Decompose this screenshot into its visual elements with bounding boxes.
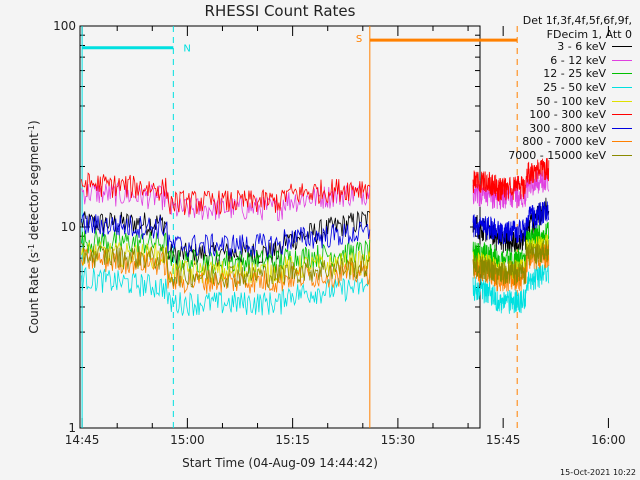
legend-label: 100 - 300 keV [529, 108, 606, 122]
series-line-post [472, 170, 550, 210]
x-tick-label: 16:00 [591, 433, 626, 447]
saa-label: S [356, 34, 362, 45]
legend-header-line-1: Det 1f,3f,4f,5f,6f,9f, [522, 14, 632, 27]
series-line-post [472, 158, 550, 202]
legend-swatch [612, 59, 632, 61]
x-tick-label: 14:45 [65, 433, 100, 447]
legend-swatch [612, 155, 632, 157]
legend-label: 300 - 800 keV [529, 121, 606, 135]
legend-label: 3 - 6 keV [557, 40, 606, 54]
x-axis-label: Start Time (04-Aug-09 14:44:42) [182, 456, 378, 470]
legend-label: 800 - 7000 keV [522, 135, 606, 149]
y-tick-label: 100 [53, 19, 76, 33]
x-tick-label: 15:15 [275, 433, 310, 447]
legend-item: 100 - 300 keV [472, 108, 632, 122]
legend-swatch [612, 127, 632, 129]
y-axis-label: Count Rate (s-1 detector segment-1) [27, 120, 42, 333]
legend-header: Det 1f,3f,4f,5f,6f,9f, FDecim 1, Att 0 [482, 14, 632, 42]
legend-item: 6 - 12 keV [472, 54, 632, 68]
x-tick-label: 15:45 [486, 433, 521, 447]
legend-label: 12 - 25 keV [543, 67, 606, 81]
series-line-pre [81, 212, 371, 258]
legend-swatch [612, 73, 632, 75]
legend-item: 800 - 7000 keV [472, 135, 632, 149]
legend-label: 50 - 100 keV [536, 94, 606, 108]
legend-swatch [612, 100, 632, 102]
legend-label: 6 - 12 keV [550, 53, 606, 67]
night-label: N [183, 44, 190, 55]
legend-label: 7000 - 15000 keV [508, 149, 606, 163]
timestamp: 15-Oct-2021 10:22 [560, 468, 636, 477]
legend-swatch [612, 114, 632, 116]
series-line-pre [81, 248, 371, 294]
legend-swatch [612, 87, 632, 89]
y-tick-label: 10 [61, 220, 76, 234]
series-line-pre [81, 266, 371, 316]
legend-swatch [612, 46, 632, 48]
legend: 3 - 6 keV 6 - 12 keV 12 - 25 keV 25 - 50 ke… [472, 40, 632, 162]
legend-item: 7000 - 15000 keV [472, 149, 632, 163]
series-line-pre [81, 181, 371, 222]
legend-swatch [612, 141, 632, 143]
x-tick-label: 15:30 [381, 433, 416, 447]
series-line-pre [81, 242, 371, 289]
series-line-post [472, 201, 550, 245]
y-tick-label: 1 [68, 421, 76, 435]
series-line-post [472, 239, 550, 286]
x-tick-label: 15:00 [170, 433, 205, 447]
legend-item: 25 - 50 keV [472, 81, 632, 95]
legend-item: 50 - 100 keV [472, 94, 632, 108]
legend-item: 3 - 6 keV [472, 40, 632, 54]
legend-item: 300 - 800 keV [472, 122, 632, 136]
legend-item: 12 - 25 keV [472, 67, 632, 81]
legend-label: 25 - 50 keV [543, 81, 606, 95]
series-line-post [472, 264, 550, 314]
series-line-pre [81, 172, 371, 216]
legend-header-line-2: FDecim 1, Att 0 [546, 28, 632, 41]
chart-title: RHESSI Count Rates [204, 2, 356, 20]
